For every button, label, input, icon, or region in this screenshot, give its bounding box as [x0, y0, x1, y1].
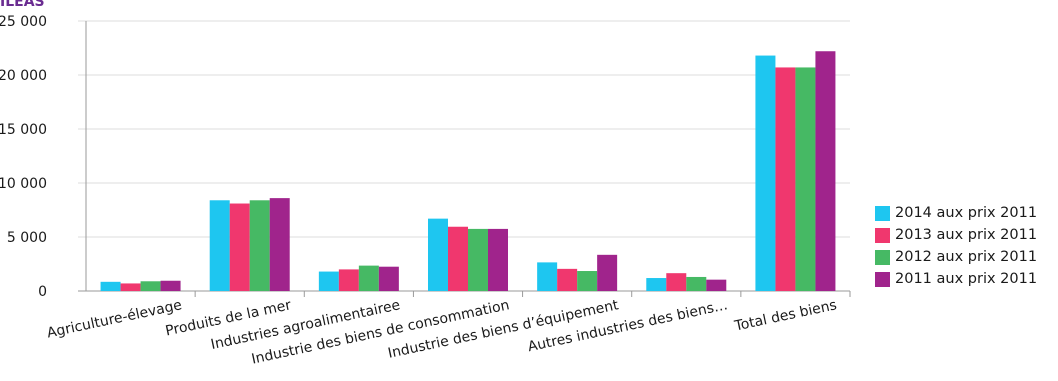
bar: [378, 266, 399, 291]
legend-item: 2013 aux prix 2011: [875, 224, 1037, 246]
y-tick-label: 5 000: [7, 230, 47, 246]
legend-item: 2012 aux prix 2011: [875, 246, 1037, 268]
legend-swatch: [875, 271, 890, 287]
y-tick-label: 10 000: [0, 176, 47, 192]
legend-item: 2011 aux prix 2011: [875, 268, 1037, 290]
legend-swatch: [875, 249, 890, 265]
bar: [646, 278, 667, 291]
bar: [160, 280, 181, 291]
bar: [249, 200, 270, 291]
bar: [209, 200, 230, 291]
y-tick-label: 25 000: [0, 14, 47, 30]
y-tick-label: 15 000: [0, 122, 47, 138]
corner-label: ILEAS: [0, 0, 45, 10]
bar: [468, 228, 488, 291]
bar: [815, 51, 836, 291]
bar: [358, 265, 379, 291]
bar: [597, 254, 618, 291]
bar: [120, 283, 141, 291]
bar: [338, 269, 359, 291]
legend-swatch: [875, 227, 890, 243]
bar: [755, 55, 776, 292]
bar: [577, 271, 598, 291]
legend-label: 2014 aux prix 2011: [895, 205, 1038, 221]
bar: [140, 281, 161, 291]
bar: [775, 67, 796, 291]
bars: [100, 51, 836, 292]
legend-label: 2013 aux prix 2011: [895, 227, 1038, 243]
y-axis: 0 5 000 10 000 15 000 20 000 25 000: [0, 14, 87, 300]
legend-label: 2012 aux prix 2011: [895, 249, 1038, 265]
bar: [666, 273, 687, 291]
bar: [229, 203, 250, 291]
legend-swatch: [875, 205, 890, 221]
bar: [557, 268, 578, 291]
bar-chart: 0 5 000 10 000 15 000 20 000 25 000 Agricultu…: [0, 14, 851, 368]
bar: [269, 198, 290, 291]
x-tick-label: Agriculture-élevage: [46, 297, 184, 341]
bar: [686, 276, 707, 291]
bar: [488, 228, 508, 291]
bar: [706, 279, 727, 291]
bar: [448, 226, 468, 291]
legend: 2014 aux prix 2011 2013 aux prix 2011 2012…: [875, 202, 1037, 290]
bar: [318, 271, 339, 291]
y-tick-label: 20 000: [0, 68, 47, 84]
bar: [100, 281, 121, 291]
bar: [795, 67, 816, 291]
legend-item: 2014 aux prix 2011: [875, 202, 1037, 224]
bar: [428, 218, 448, 291]
x-tick-label: Total des biens: [732, 297, 838, 334]
legend-label: 2011 aux prix 2011: [895, 271, 1038, 287]
bar: [537, 262, 558, 291]
y-tick-label: 0: [38, 284, 47, 300]
